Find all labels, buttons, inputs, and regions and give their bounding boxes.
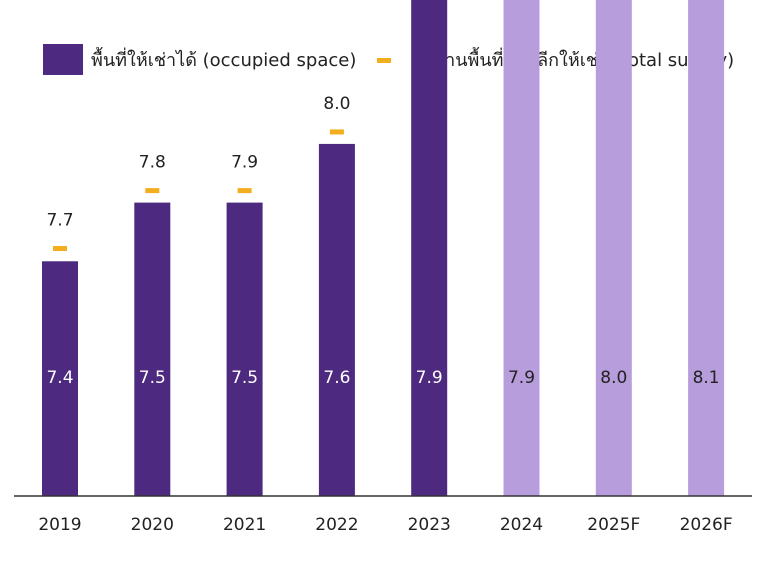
bar-2024 [503, 0, 540, 496]
occupied-label-2021: 7.5 [231, 368, 258, 388]
supply-label-2022: 8.0 [323, 94, 350, 114]
occupied-label-2026F: 8.1 [693, 368, 720, 388]
supply-label-2020: 7.8 [139, 153, 166, 173]
bar-2019 [42, 261, 78, 496]
legend-occupied-swatch [43, 44, 83, 75]
bars [42, 0, 725, 497]
occupied-label-2019: 7.4 [46, 368, 73, 388]
bar-2023 [411, 0, 448, 496]
supply-markers [53, 129, 344, 251]
bar-2021 [226, 202, 263, 496]
x-tick-2025F: 2025F [587, 515, 640, 535]
occupied-label-2023: 7.9 [416, 368, 443, 388]
value-labels: 7.47.77.57.87.57.97.68.07.98.27.98.38.08… [46, 94, 720, 388]
occupied-label-2020: 7.5 [139, 368, 166, 388]
legend-supply-swatch [377, 58, 391, 63]
x-tick-2023: 2023 [408, 515, 451, 535]
x-tick-2021: 2021 [223, 515, 266, 535]
bar-2025F [595, 0, 632, 496]
supply-marker-2022 [329, 129, 344, 135]
occupied-label-2025F: 8.0 [600, 368, 627, 388]
x-tick-2022: 2022 [315, 515, 358, 535]
occupied-label-2022: 7.6 [323, 368, 350, 388]
supply-marker-2019 [53, 246, 67, 251]
supply-marker-2020 [145, 188, 160, 194]
legend: พื้นที่ให้เช่าได้ (occupied space) อุปทา… [43, 44, 734, 75]
x-tick-2020: 2020 [131, 515, 174, 535]
x-tick-2024: 2024 [500, 515, 543, 535]
supply-label-2021: 7.9 [231, 153, 258, 173]
x-tick-2026F: 2026F [680, 515, 733, 535]
legend-supply-label: อุปทานพื้นที่ค้าปลีกให้เช่า (total suppl… [411, 47, 734, 71]
x-tick-labels: 2019 2020 2021 2022 2023 2024 2025F 2026F [38, 515, 732, 535]
supply-marker-2021 [237, 188, 252, 194]
x-tick-2019: 2019 [38, 515, 81, 535]
bar-2026F [688, 0, 725, 496]
bar-2022 [318, 143, 355, 497]
supply-label-2019: 7.7 [46, 211, 73, 231]
legend-occupied-label: พื้นที่ให้เช่าได้ (occupied space) [91, 47, 356, 71]
occupied-label-2024: 7.9 [508, 368, 535, 388]
bar-2020 [134, 202, 171, 496]
